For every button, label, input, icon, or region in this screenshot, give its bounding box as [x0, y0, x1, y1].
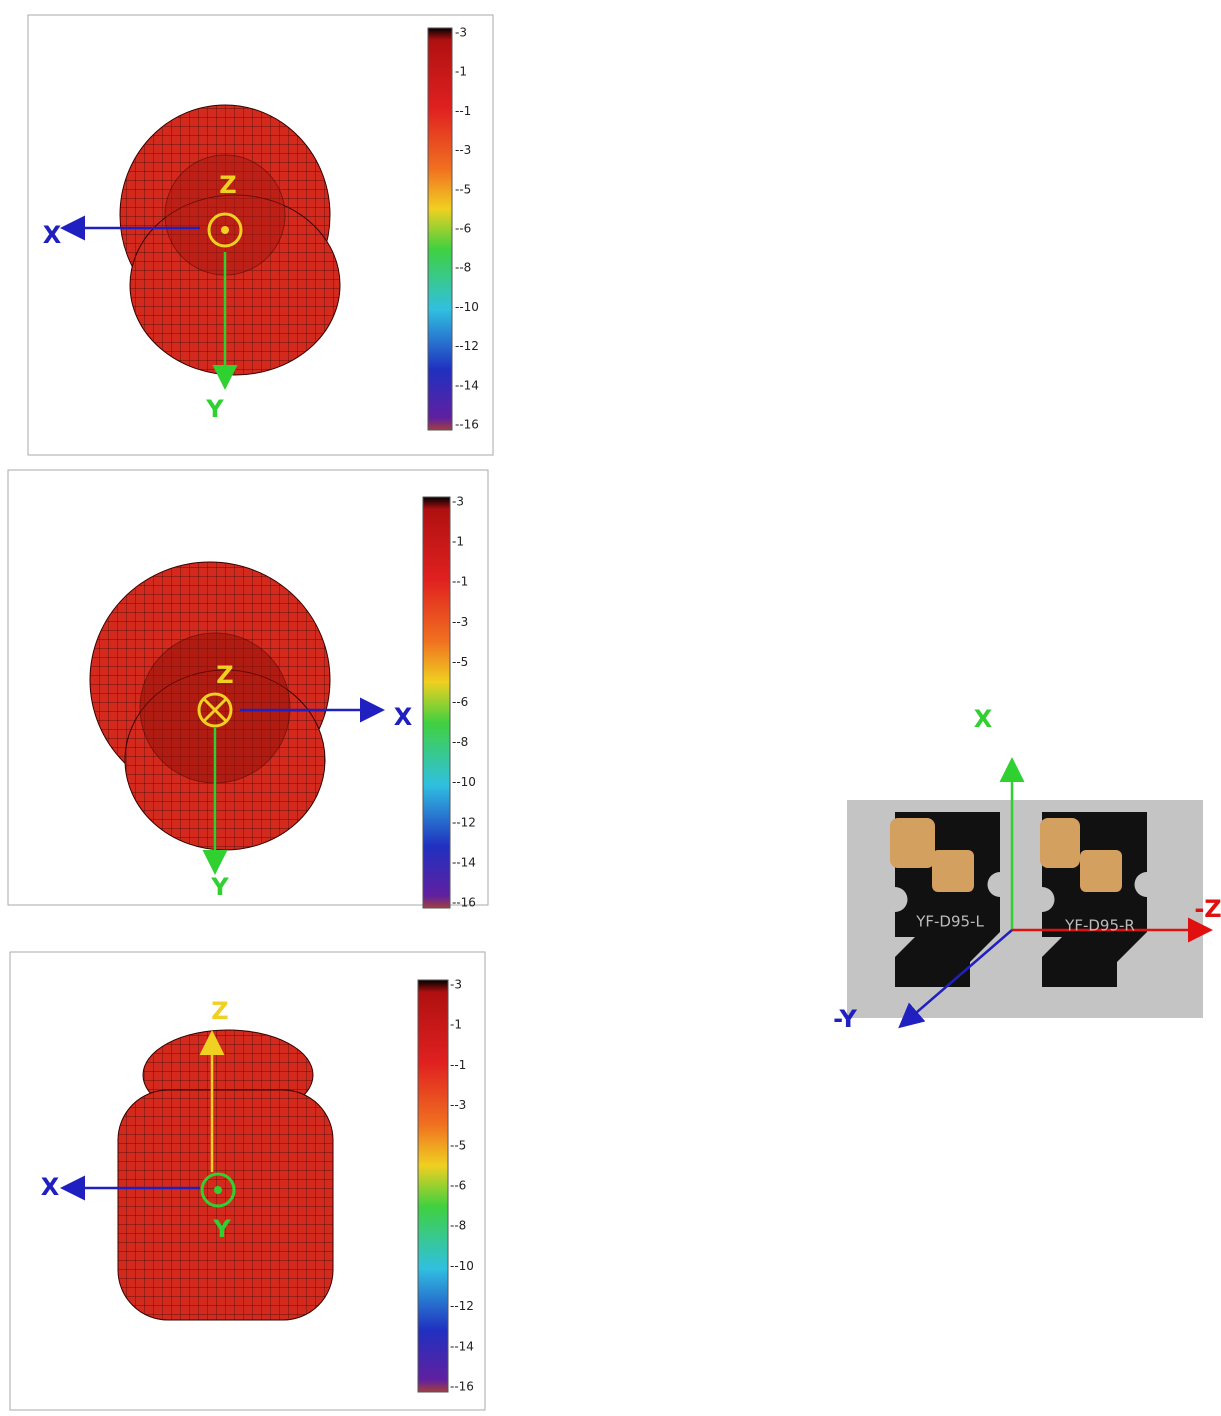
axis-label: X [394, 703, 413, 731]
colorbar-label: -1 [452, 535, 464, 549]
board-label: YF-D95-R [1064, 917, 1135, 935]
axis-label: X [43, 221, 62, 249]
colorbar-label: --16 [450, 1380, 474, 1394]
colorbar-label: --6 [450, 1179, 466, 1193]
axis-label: Y [210, 873, 229, 901]
colorbar-label: --8 [455, 261, 471, 275]
axis-arrows [60, 212, 385, 1208]
colorbar-label: --10 [452, 775, 476, 789]
colorbar-label: --8 [450, 1219, 466, 1233]
axis-label: Z [211, 997, 228, 1025]
axis-label: -Z [1194, 895, 1221, 923]
axis-label: Y [205, 395, 224, 423]
colorbar-label: --3 [450, 1098, 466, 1112]
frames [7, 14, 494, 1411]
colorbar-label: --16 [455, 418, 479, 432]
axis-label: Z [219, 171, 236, 199]
colorbar-label: --10 [455, 300, 479, 314]
colorbar-label: --14 [455, 378, 479, 392]
axis-label: -Y [833, 1005, 857, 1033]
colorbar-label: --10 [450, 1259, 474, 1273]
colorbar-label: --5 [455, 182, 471, 196]
axis-label: Z [216, 661, 233, 689]
axis-label: X [974, 705, 993, 733]
axis-label: X [41, 1173, 60, 1201]
colorbar-label: --1 [450, 1058, 466, 1072]
colorbar-label: --12 [452, 815, 476, 829]
colorbar-label: --6 [452, 695, 468, 709]
colorbar-label: --14 [450, 1339, 474, 1353]
axis-label: Y [212, 1215, 231, 1243]
colorbar-label: --12 [455, 339, 479, 353]
colorbar-label: --5 [452, 655, 468, 669]
colorbar-label: --6 [455, 222, 471, 236]
colorbar-label: --14 [452, 855, 476, 869]
colorbar-label: --12 [450, 1299, 474, 1313]
colorbar-label: -3 [450, 978, 462, 992]
board-label: YF-D95-L [915, 913, 984, 931]
pattern-shapes [89, 104, 341, 1321]
colorbar-label: --1 [452, 575, 468, 589]
colorbar-label: --16 [452, 896, 476, 910]
colorbar-label: --3 [455, 143, 471, 157]
colorbar-label: --1 [455, 104, 471, 118]
colorbars [417, 27, 453, 1393]
colorbar-label: --5 [450, 1138, 466, 1152]
colorbar-label: -1 [450, 1018, 462, 1032]
colorbar-label: -3 [455, 26, 467, 40]
colorbar-label: -1 [455, 65, 467, 79]
colorbar-label: -3 [452, 495, 464, 509]
colorbar-label: --8 [452, 735, 468, 749]
colorbar-label: --3 [452, 615, 468, 629]
photo: YF-D95-L YF-D95-R X -Y -Z [833, 705, 1221, 1033]
